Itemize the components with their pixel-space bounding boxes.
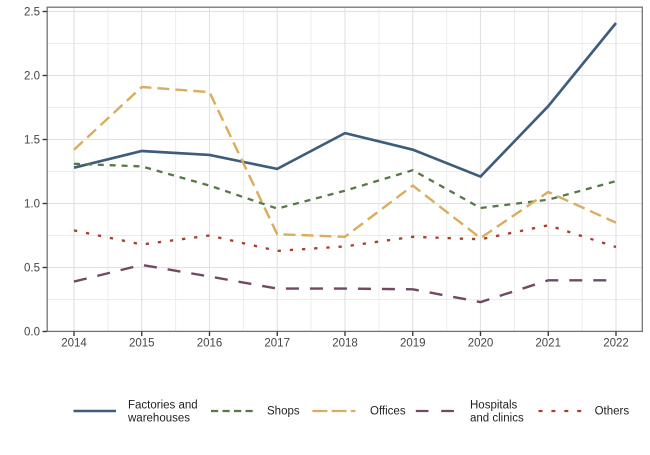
- svg-text:2018: 2018: [332, 338, 358, 350]
- svg-text:2014: 2014: [61, 338, 87, 350]
- svg-text:Others: Others: [595, 406, 630, 418]
- svg-text:2022: 2022: [603, 338, 629, 350]
- svg-text:1.5: 1.5: [24, 134, 40, 146]
- svg-text:warehouses: warehouses: [127, 412, 190, 424]
- svg-text:Offices: Offices: [370, 406, 406, 418]
- svg-text:2021: 2021: [535, 338, 561, 350]
- svg-text:2016: 2016: [197, 338, 223, 350]
- svg-text:Shops: Shops: [267, 406, 300, 418]
- svg-text:0.0: 0.0: [24, 326, 40, 338]
- svg-text:2017: 2017: [264, 338, 290, 350]
- svg-text:and clinics: and clinics: [470, 412, 524, 424]
- svg-text:0.5: 0.5: [24, 262, 40, 274]
- svg-text:2020: 2020: [468, 338, 494, 350]
- svg-text:2015: 2015: [129, 338, 155, 350]
- svg-text:Factories and: Factories and: [128, 399, 198, 411]
- svg-text:1.0: 1.0: [24, 198, 40, 210]
- svg-text:2.5: 2.5: [24, 6, 40, 18]
- svg-text:2.0: 2.0: [24, 70, 40, 82]
- svg-text:Hospitals: Hospitals: [470, 399, 518, 411]
- svg-text:2019: 2019: [400, 338, 426, 350]
